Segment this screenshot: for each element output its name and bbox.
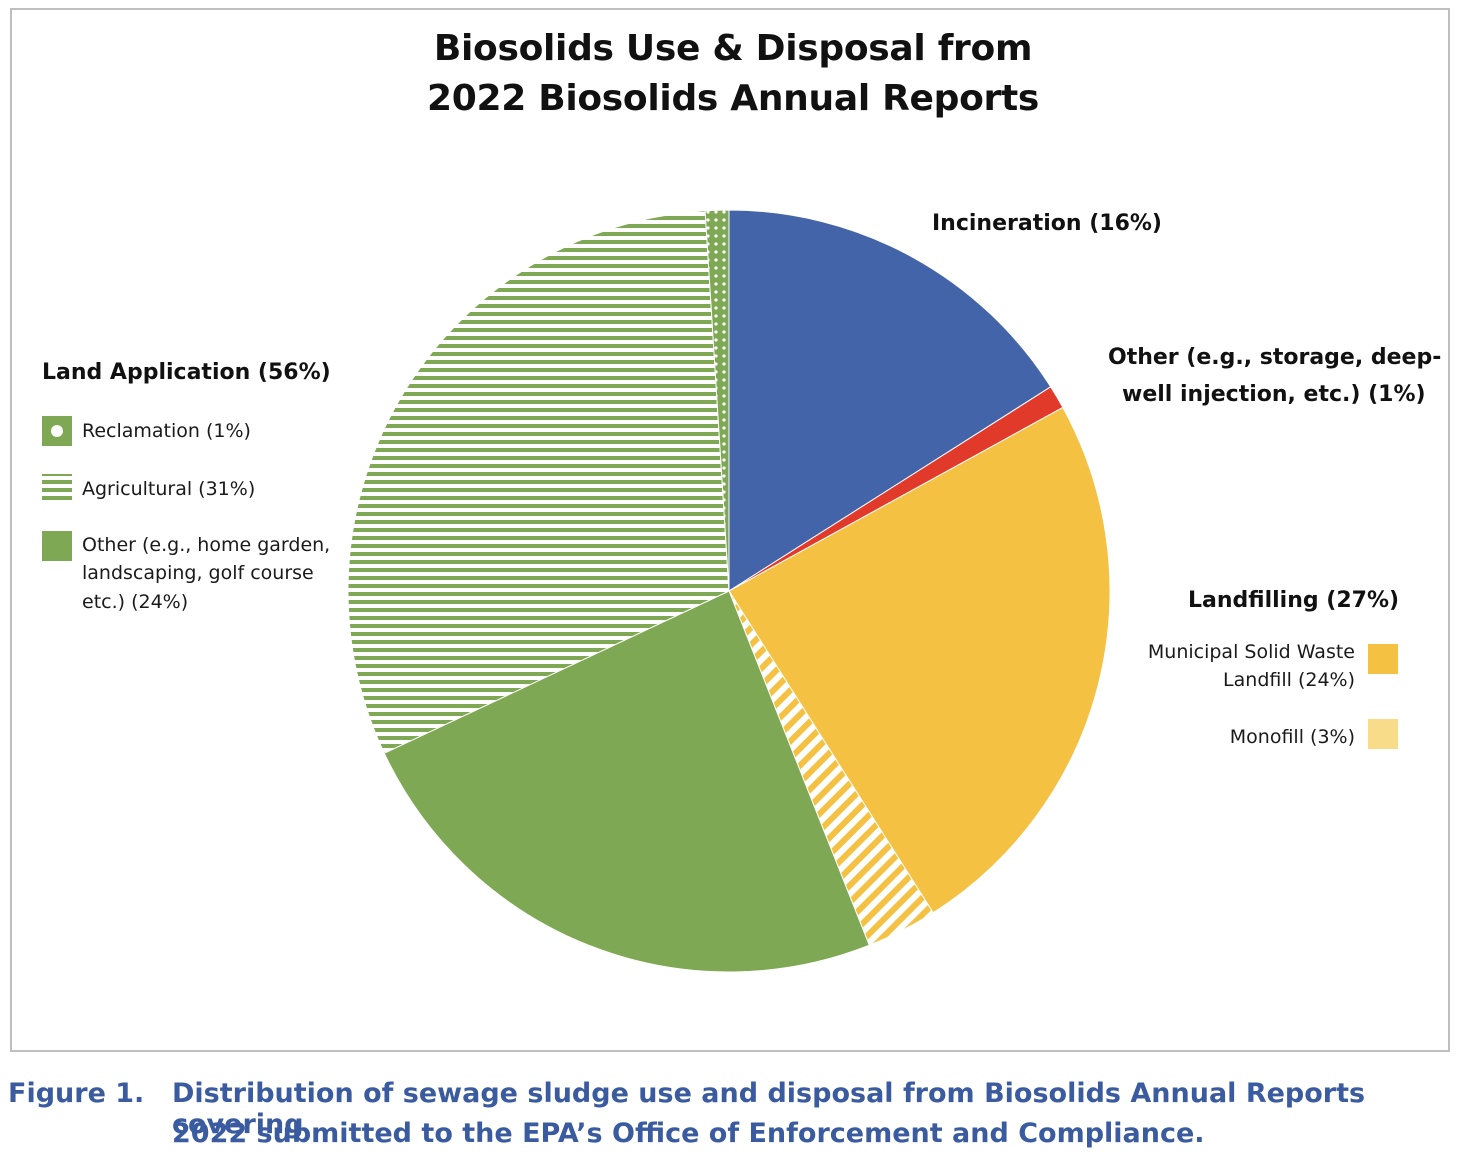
- pie-slice-incineration: [728, 209, 1052, 592]
- label-other-line1: Other (e.g., storage, deep-: [1108, 345, 1442, 370]
- legend-swatch-agricultural: [42, 474, 72, 504]
- legend-label-land-other-line3: etc.) (24%): [82, 591, 189, 613]
- chart-frame: [10, 8, 1450, 1052]
- chart-title-line1: Biosolids Use & Disposal from: [433, 28, 1033, 69]
- legend-label-monofill: Monofill (3%): [1229, 726, 1355, 748]
- pie-slice-agricultural: [347, 210, 730, 754]
- legend-label-agricultural: Agricultural (31%): [82, 478, 256, 500]
- legend-label-msw-line1: Municipal Solid Waste: [1147, 641, 1355, 663]
- legend-land-application: [42, 416, 72, 561]
- pie-slice-municipal-solid-waste-landfill: [728, 406, 1111, 914]
- legend-swatch-msw-landfill: [1368, 644, 1398, 674]
- label-landfilling-group: Landfilling (27%): [1188, 588, 1400, 613]
- legend-label-land-other-line1: Other (e.g., home garden,: [82, 534, 331, 556]
- pie-slice-other-e-g-home-garden-landscaping-golf-course-etc: [383, 590, 870, 973]
- pie-slice-reclamation: [704, 209, 730, 592]
- chart-title-line2: 2022 Biosolids Annual Reports: [426, 78, 1040, 119]
- legend-swatch-land-other: [42, 531, 72, 561]
- legend-swatch-reclamation-dot: [51, 425, 63, 437]
- caption-line1: Distribution of sewage sludge use and di…: [172, 1078, 1366, 1140]
- label-other-line2: well injection, etc.) (1%): [1122, 382, 1426, 407]
- label-land-application-group: Land Application (56%): [42, 360, 331, 385]
- legend-swatch-monofill: [1368, 719, 1398, 749]
- legend-landfilling: [1368, 644, 1398, 749]
- caption-line2: 2022 submitted to the EPA’s Office of En…: [172, 1118, 1205, 1149]
- legend-label-reclamation: Reclamation (1%): [82, 420, 251, 442]
- label-incineration: Incineration (16%): [932, 211, 1162, 236]
- legend-label-land-other-line2: landscaping, golf course: [82, 562, 314, 584]
- caption-figure-label: Figure 1.: [8, 1078, 145, 1109]
- legend-label-msw-line2: Landfill (24%): [1223, 669, 1355, 691]
